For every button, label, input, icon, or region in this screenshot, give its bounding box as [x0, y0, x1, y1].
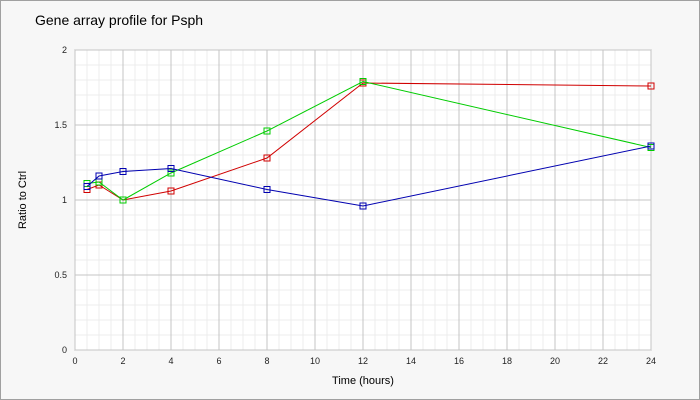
y-tick-label: 0.5 [54, 270, 67, 280]
series-line [86, 145, 652, 207]
x-tick-label: 0 [72, 356, 77, 366]
x-tick-label: 18 [502, 356, 512, 366]
x-tick-label: 20 [550, 356, 560, 366]
data-point-marker [167, 165, 175, 172]
x-tick-label: 24 [646, 356, 656, 366]
x-tick-label: 2 [120, 356, 125, 366]
data-point-marker [359, 202, 367, 210]
x-axis-label: Time (hours) [332, 375, 394, 387]
y-tick-label: 0 [62, 345, 67, 355]
x-tick-label: 6 [216, 356, 221, 366]
data-point-marker [167, 169, 175, 177]
x-tick-label: 22 [598, 356, 608, 366]
data-point-marker [119, 196, 127, 204]
data-point-marker [647, 142, 655, 150]
x-tick-label: 12 [358, 356, 368, 366]
data-point-marker [647, 82, 655, 90]
data-point-marker [167, 187, 175, 195]
chart-title: Gene array profile for Psph [35, 12, 203, 28]
y-axis-label: Ratio to Ctrl [17, 171, 29, 229]
data-point-marker [119, 168, 127, 175]
x-tick-label: 10 [310, 356, 320, 366]
data-point-marker [95, 172, 103, 180]
series-layer [83, 78, 655, 210]
data-point-marker [359, 78, 367, 85]
y-tick-label: 2 [62, 45, 67, 55]
y-axis-ticks: 0 0.5 1 1.5 2 [54, 45, 67, 355]
x-axis-ticks: 0 2 4 6 8 10 12 14 16 18 20 22 24 [72, 356, 656, 366]
data-point-marker [263, 154, 271, 162]
x-tick-label: 14 [406, 356, 416, 366]
x-tick-label: 8 [264, 356, 269, 366]
data-point-marker [263, 127, 271, 135]
series-3 [83, 142, 655, 210]
x-tick-label: 4 [168, 356, 173, 366]
x-tick-label: 16 [454, 356, 464, 366]
y-tick-label: 1.5 [54, 120, 67, 130]
y-tick-label: 1 [62, 195, 67, 205]
series-line [86, 80, 652, 201]
data-point-marker [83, 183, 91, 190]
data-point-marker [263, 186, 271, 193]
